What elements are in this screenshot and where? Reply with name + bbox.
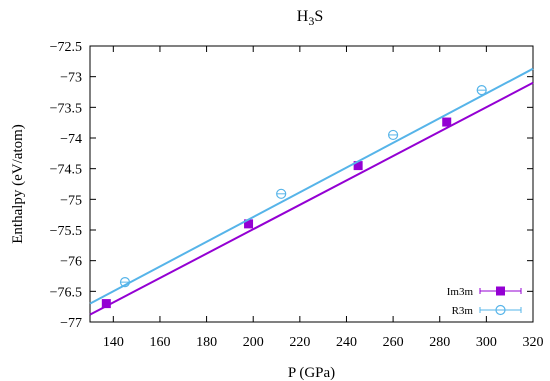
x-tick-label: 320 <box>523 335 544 350</box>
x-axis-label: P (GPa) <box>288 365 335 381</box>
series-line-im3m <box>89 81 534 316</box>
y-axis: −77 −76.5 −76 −75.5 −75 −74.5 −74 −73.5 −73 −72.5 <box>50 40 533 331</box>
y-tick-label: −74 <box>60 132 82 147</box>
x-tick-label: 160 <box>149 335 170 350</box>
y-tick-label: −74.5 <box>50 163 82 178</box>
x-tick-label: 280 <box>429 335 450 350</box>
x-tick-label: 300 <box>476 335 497 350</box>
chart-title: H3S <box>297 8 323 28</box>
y-tick-label: −73.5 <box>50 101 82 116</box>
legend-marker-im3m <box>496 286 505 296</box>
legend-label-im3m: Im3m <box>447 286 474 298</box>
y-tick-label: −76.5 <box>50 285 82 300</box>
y-tick-label: −77 <box>60 316 82 331</box>
y-tick-label: −72.5 <box>50 40 82 55</box>
y-tick-label: −75 <box>60 193 82 208</box>
x-tick-label: 220 <box>289 335 310 350</box>
plot-frame <box>89 45 534 323</box>
data-point-im3m <box>353 161 363 171</box>
legend-marker-r3m <box>495 304 506 316</box>
legend-label-r3m: R3m <box>452 305 474 317</box>
series-line-r3m <box>89 67 534 305</box>
x-tick-label: 260 <box>383 335 404 350</box>
y-axis-label: Enthalpy (eV/atom) <box>10 124 26 244</box>
y-tick-label: −75.5 <box>50 224 82 239</box>
x-tick-label: 200 <box>243 335 264 350</box>
series-layer <box>89 67 534 316</box>
x-tick-label: 140 <box>103 335 124 350</box>
x-axis: 140 160 180 200 220 240 260 280 300 320 <box>103 46 544 350</box>
data-point-im3m <box>442 117 452 127</box>
data-point-im3m <box>244 219 254 229</box>
x-tick-label: 240 <box>336 335 357 350</box>
y-tick-label: −73 <box>60 71 82 86</box>
data-point-im3m <box>101 299 111 309</box>
legend: Im3m R3m <box>447 286 522 317</box>
y-tick-label: −76 <box>60 255 82 270</box>
x-tick-label: 180 <box>196 335 217 350</box>
